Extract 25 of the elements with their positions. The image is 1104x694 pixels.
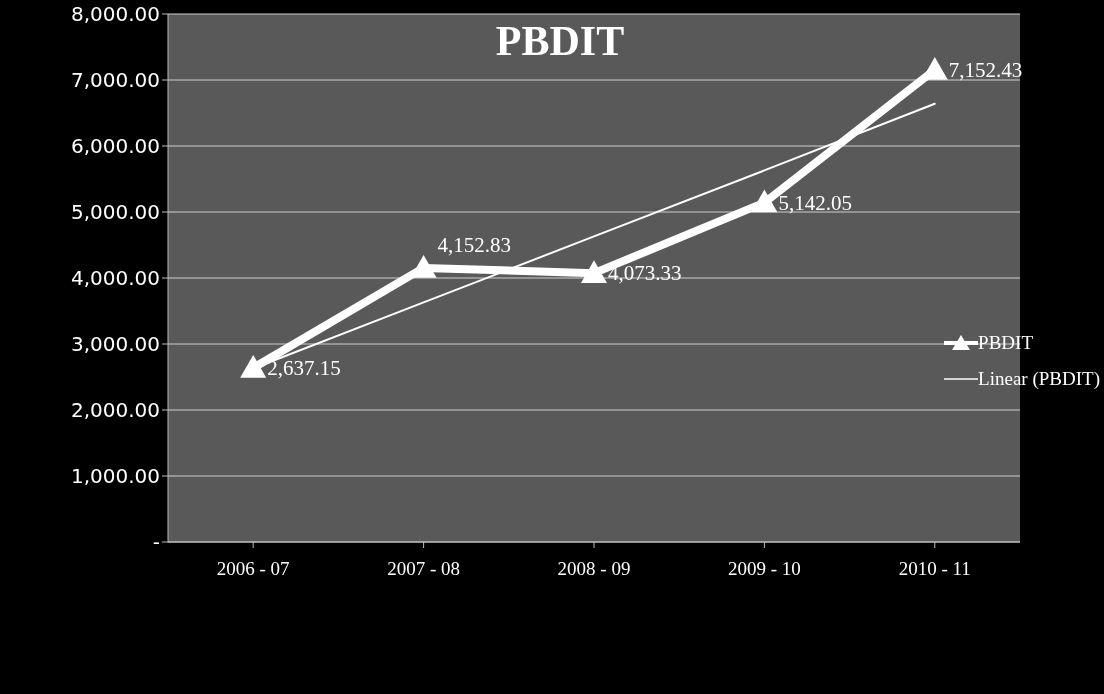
y-tick-label: - xyxy=(152,530,160,555)
data-label: 4,073.33 xyxy=(608,261,682,286)
x-tick-label: 2007 - 08 xyxy=(387,558,461,580)
y-tick-label: 4,000.00 xyxy=(70,266,160,291)
point xyxy=(751,189,778,213)
y-tick-label: 1,000.00 xyxy=(70,464,160,489)
y-tick-label: 2,000.00 xyxy=(70,398,160,423)
data-label: 7,152.43 xyxy=(948,57,1023,82)
y-tick-label: 5,000.00 xyxy=(70,200,160,225)
x-tick-label: 2009 - 10 xyxy=(727,558,801,580)
data-label: 2,637.15 xyxy=(267,355,341,380)
x-tick-label: 2010 - 11 xyxy=(898,558,971,580)
data-label: 4,152.83 xyxy=(437,232,512,257)
x-tick-label: 2006 - 07 xyxy=(216,558,290,580)
point xyxy=(581,260,607,283)
y-tick-label: 7,000.00 xyxy=(70,68,160,93)
legend-label: Linear (PBDIT) xyxy=(978,368,1100,390)
legend-label: PBDIT xyxy=(978,332,1034,354)
x-tick-label: 2008 - 09 xyxy=(557,558,631,580)
chart-title: PBDIT xyxy=(495,18,625,64)
data-label: 5,142.05 xyxy=(778,190,852,215)
y-tick-label: 3,000.00 xyxy=(70,332,160,357)
y-tick-label: 6,000.00 xyxy=(70,134,160,159)
point xyxy=(240,354,267,378)
y-tick-label: 8,000.00 xyxy=(70,2,160,27)
